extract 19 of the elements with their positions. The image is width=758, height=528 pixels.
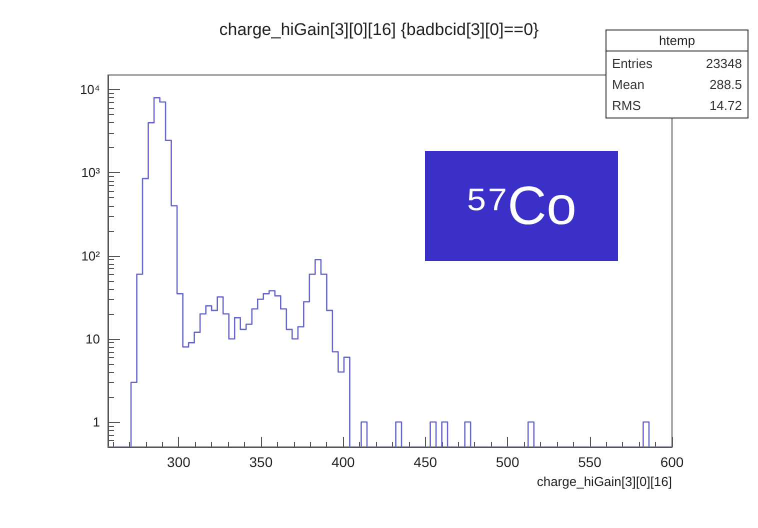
x-tick-label: 550 (578, 454, 602, 470)
text: RMS 14.72 (612, 98, 742, 113)
annotation: ⁵⁷Co (466, 176, 576, 236)
x-tick-label: 600 (660, 454, 684, 470)
y-tick-label: 10³ (81, 165, 101, 180)
x-tick-label: 300 (167, 454, 191, 470)
chart-title: charge_hiGain[3][0][16] {badbcid[3][0]==0} (219, 20, 540, 39)
y-tick-label: 10² (81, 248, 101, 264)
x-tick-label: 350 (249, 454, 273, 470)
text: Entries 23348 (612, 56, 742, 71)
text: htemp (658, 33, 696, 48)
text: Mean 288.5 (612, 77, 742, 92)
x-tick-label: 450 (414, 454, 438, 470)
y-tick-label: 1 (92, 414, 100, 430)
x-axis-title: charge_hiGain[3][0][16] (536, 474, 672, 489)
x-tick-label: 400 (331, 454, 356, 470)
x-tick-label: 500 (496, 454, 520, 470)
y-tick-label: 10 (86, 331, 100, 346)
y-tick-label: 10⁴ (80, 82, 100, 98)
